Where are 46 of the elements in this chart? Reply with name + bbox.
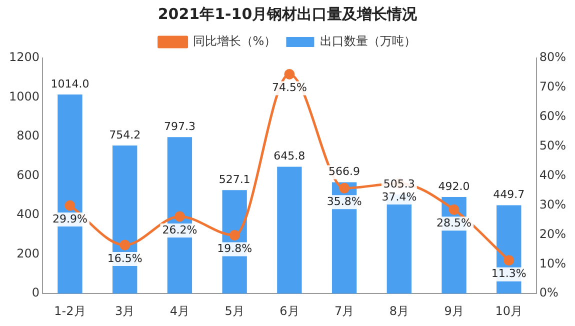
y2-tick-label: 10% <box>539 256 566 270</box>
x-tick-label: 7月 <box>334 304 354 318</box>
y-tick-label: 1000 <box>8 89 40 104</box>
data-label: 74.5% <box>272 81 307 94</box>
x-tick-label: 5月 <box>224 304 244 318</box>
y-tick-label: 0 <box>32 286 40 300</box>
data-label: 645.8 <box>274 150 306 163</box>
x-tick-label: 8月 <box>389 304 409 318</box>
data-label: 527.1 <box>218 172 250 186</box>
y-tick-label: 800 <box>16 128 40 143</box>
y2-tick-label: 40% <box>539 168 566 182</box>
data-label: 566.9 <box>328 165 360 178</box>
data-label: 37.4% <box>382 190 417 204</box>
y-tick-label: 1200 <box>8 50 40 64</box>
legend-label: 出口数量（万吨） <box>320 34 416 48</box>
y2-tick-label: 80% <box>539 50 566 64</box>
x-tick-label: 10月 <box>495 304 523 318</box>
chart-title: 2021年1-10月钢材出口量及增长情况 <box>158 4 418 23</box>
x-tick-label: 6月 <box>280 304 300 318</box>
legend-label: 同比增长（%） <box>192 34 276 48</box>
x-tick-label: 1-2月 <box>54 304 86 318</box>
data-label: 11.3% <box>491 267 526 280</box>
data-label: 16.5% <box>107 252 142 265</box>
y-tick-label: 400 <box>16 207 40 222</box>
data-label: 1014.0 <box>50 77 90 90</box>
y2-tick-label: 20% <box>539 226 566 241</box>
data-label: 797.3 <box>164 120 196 133</box>
y2-tick-label: 30% <box>539 197 566 212</box>
data-label: 449.7 <box>493 188 525 202</box>
data-label: 19.8% <box>217 242 252 256</box>
y2-tick-label: 50% <box>539 138 566 152</box>
y2-tick-label: 0% <box>539 286 558 300</box>
data-label: 492.0 <box>438 180 470 193</box>
data-label: 505.3 <box>383 177 415 190</box>
y-tick-label: 600 <box>16 168 40 182</box>
x-tick-label: 3月 <box>115 304 135 318</box>
y-tick-label: 200 <box>16 246 40 260</box>
x-tick-label: 4月 <box>170 304 190 318</box>
data-label: 28.5% <box>436 216 472 230</box>
data-label: 26.2% <box>162 223 198 236</box>
data-label: 35.8% <box>326 195 362 208</box>
y2-tick-label: 60% <box>539 109 566 124</box>
y2-tick-label: 70% <box>539 80 566 94</box>
x-tick-label: 9月 <box>444 304 464 318</box>
data-label: 29.9% <box>52 212 88 226</box>
data-label: 754.2 <box>109 128 141 142</box>
